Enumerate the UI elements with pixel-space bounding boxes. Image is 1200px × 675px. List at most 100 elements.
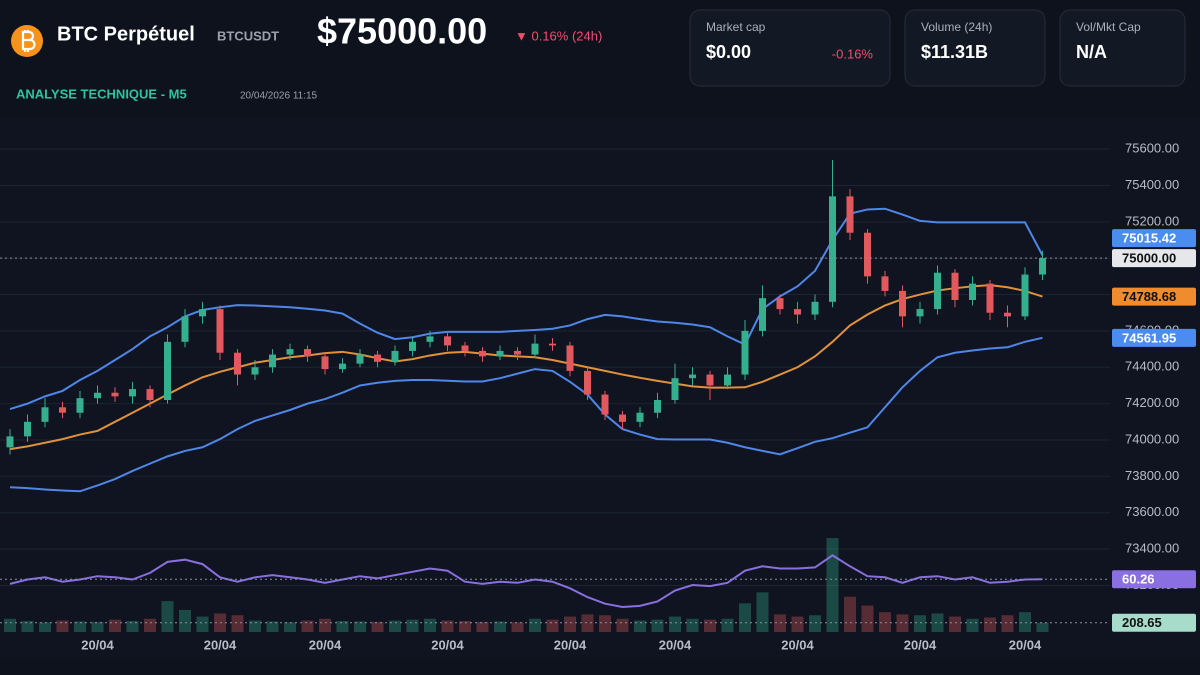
- volume-bar: [4, 618, 16, 632]
- stat-label: Market cap: [706, 20, 766, 34]
- candle-body: [531, 343, 539, 355]
- candle-body: [269, 354, 276, 368]
- candle-body: [829, 196, 836, 302]
- candle-body: [356, 354, 364, 364]
- price-change: ▼ 0.16% (24h): [515, 28, 602, 43]
- candle-body: [164, 341, 171, 400]
- volume-bar: [424, 618, 436, 632]
- candle-body: [636, 412, 644, 422]
- stat-card: Volume (24h) $11.31B: [904, 9, 1046, 87]
- candle-body: [444, 336, 451, 346]
- volume-bar: [704, 619, 716, 632]
- volume-bar: [21, 620, 34, 632]
- candle-body: [76, 398, 84, 413]
- candle-body: [181, 316, 189, 342]
- volume-bar: [669, 616, 681, 632]
- volume-bar: [1001, 615, 1014, 632]
- volume-bar: [144, 618, 156, 632]
- x-tick-label: 20/04: [659, 637, 692, 652]
- candle-body: [321, 356, 329, 370]
- candle-body: [794, 309, 801, 315]
- volume-bar: [319, 618, 331, 632]
- price-tag-label: 208.65: [1122, 615, 1162, 630]
- volume-bar: [616, 618, 629, 632]
- chart-title: ANALYSE TECHNIQUE - M5: [16, 86, 187, 101]
- volume-bar: [511, 622, 524, 632]
- volume-bar: [476, 621, 489, 632]
- volume-bar: [91, 621, 104, 632]
- candle-body: [759, 298, 766, 331]
- candle-body: [234, 352, 241, 375]
- volume-bar: [634, 620, 646, 632]
- candle-body: [409, 341, 416, 351]
- volume-bar: [914, 615, 926, 632]
- candle-body: [619, 414, 626, 422]
- price-tag: [1112, 249, 1196, 268]
- volume-bar: [739, 603, 751, 632]
- candle-body: [391, 350, 399, 362]
- candle-body: [496, 350, 504, 357]
- y-tick-label: 74200.00: [1125, 395, 1179, 410]
- y-tick-label: 75400.00: [1125, 177, 1179, 192]
- volume-bar: [284, 622, 296, 632]
- price-tag-label: 75000.00: [1122, 251, 1176, 266]
- price-tag: [1112, 328, 1196, 347]
- volume-bar: [336, 620, 349, 632]
- candle-body: [864, 232, 871, 277]
- candle-body: [59, 407, 66, 413]
- candle-body: [566, 345, 574, 371]
- candle-body: [129, 389, 136, 397]
- chart-area: [0, 118, 1200, 660]
- price-tag: [1112, 287, 1196, 306]
- volume-bar: [599, 615, 611, 632]
- candle-body: [286, 349, 294, 355]
- candle-body: [41, 407, 49, 422]
- indicator-line: [9, 284, 1043, 451]
- price-tag-label: 74788.68: [1122, 289, 1176, 304]
- volume-bar: [196, 616, 209, 632]
- candle-body: [304, 349, 311, 357]
- candle-body: [146, 389, 154, 400]
- asset-name: BTC Perpétuel: [57, 23, 195, 45]
- stat-label: Volume (24h): [921, 20, 992, 34]
- volume-bar: [581, 614, 594, 632]
- candle-body: [374, 354, 381, 362]
- stat-change: -0.16%: [832, 46, 874, 61]
- x-tick-label: 20/04: [309, 637, 342, 652]
- x-tick-label: 20/04: [431, 637, 464, 652]
- candle-body: [951, 272, 959, 300]
- volume-bar: [494, 621, 506, 632]
- candle-body: [986, 283, 994, 313]
- volume-bar: [844, 596, 856, 632]
- volume-bar: [931, 613, 944, 632]
- candle-body: [1039, 258, 1046, 275]
- candle-body: [584, 370, 591, 395]
- volume-bar: [861, 605, 874, 632]
- price-tag: [1112, 570, 1196, 589]
- candle-body: [426, 336, 434, 342]
- candle-body: [724, 374, 731, 386]
- stat-card: Vol/Mkt Cap N/A: [1059, 9, 1186, 87]
- candle-body: [601, 394, 609, 415]
- volume-bar: [686, 618, 699, 632]
- volume-bar: [371, 621, 384, 632]
- price-tag-label: 74561.95: [1122, 330, 1176, 345]
- volume-bar: [301, 620, 314, 632]
- volume-bar: [74, 621, 86, 632]
- volume-bar: [1036, 622, 1049, 632]
- volume-bar: [529, 618, 541, 632]
- rsi-line: [9, 554, 1043, 609]
- candle-body: [199, 309, 206, 317]
- y-tick-label: 75200.00: [1125, 213, 1179, 228]
- volume-bar: [126, 620, 139, 632]
- price-tag-label: 75015.42: [1122, 231, 1176, 246]
- y-tick-label: 73600.00: [1125, 504, 1179, 519]
- volume-bar: [231, 615, 244, 632]
- x-tick-label: 20/04: [554, 637, 587, 652]
- volume-bar: [354, 621, 366, 632]
- y-tick-label: 74400.00: [1125, 359, 1179, 374]
- volume-bar: [984, 617, 996, 632]
- indicator-line: [9, 336, 1043, 493]
